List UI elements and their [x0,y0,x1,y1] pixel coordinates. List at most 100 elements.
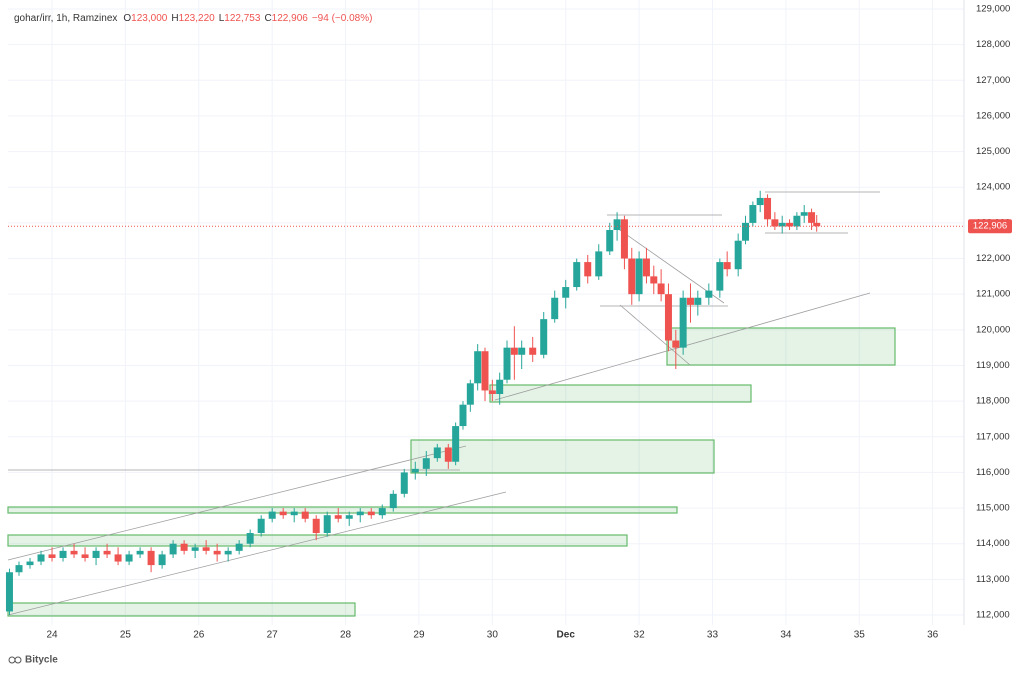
candle-body [444,447,452,462]
ohlc-label: O [123,13,131,24]
candle-body [771,219,779,227]
candle-body [345,515,353,519]
candle-body [694,297,702,305]
candle-body [540,319,548,355]
logo [8,656,16,664]
candle-body [686,297,694,305]
candle-body [466,383,474,405]
logo [14,656,22,664]
candle-body [756,197,764,206]
x-tick-label: 27 [267,630,279,641]
candle-body [742,222,750,241]
ohlc-value: 122,906 [272,13,309,24]
candle-body [103,550,111,555]
candle-body [584,262,592,277]
grid [8,0,964,625]
x-tick-label: 33 [707,630,719,641]
zone [410,439,715,474]
y-tick-label: 124,000 [976,182,1010,193]
candle-body [268,511,276,519]
candle-body [400,472,408,494]
x-tick-label: 35 [854,630,866,641]
last-price-box [968,219,1012,234]
trend-line [616,227,725,304]
candle-body [191,547,199,551]
candle-body [378,508,386,516]
x-tick-label: 24 [46,630,58,641]
zone [7,602,356,617]
candle-body [749,205,757,223]
symbol: gohar/irr, 1h, Ramzinex [14,13,117,24]
y-tick-label: 112,000 [976,610,1010,621]
y-tick-label: 113,000 [976,574,1010,585]
candle-body [92,550,100,558]
candle-body [37,554,45,562]
candle-body [679,297,687,348]
y-tick-label: 126,000 [976,110,1010,121]
trend-line [7,445,467,561]
candles [5,190,821,616]
candle-body [496,379,504,394]
candle-body [147,550,155,566]
candle-body [786,222,794,227]
watermark-text: Bitycle [25,655,58,666]
candle-body [279,511,287,516]
candle-body [235,543,243,551]
candle-body [301,511,309,519]
zone [666,327,896,366]
candle-body [312,518,320,534]
x-tick-label: 34 [780,630,792,641]
candle-body [246,533,254,544]
candle-body [257,518,265,534]
candle-body [562,287,570,298]
ohlc-label: L [219,13,225,24]
candle-body [169,543,177,555]
candle-body [635,258,643,295]
ohlc-label: H [171,13,178,24]
y-tick-label: 115,000 [976,503,1010,514]
candle-body [705,290,713,298]
candle-body [334,515,342,519]
candle-body [503,347,511,380]
zone [7,506,678,514]
y-tick-label: 125,000 [976,146,1010,157]
candle-body [114,554,122,562]
candle-body [81,554,89,558]
candle-body [433,447,441,459]
y-tick-label: 120,000 [976,324,1010,335]
trend-line [619,304,691,366]
candle-body [323,515,331,534]
trend-line [7,491,507,616]
candle-body [422,458,430,469]
candle-body [26,561,34,566]
candle-body [180,543,188,551]
candle-body [613,219,621,231]
candle-body [628,258,636,295]
candle-body [672,340,680,348]
legend-header: gohar/irr, 1h, Ramzinex O123,000 H123,220 L… [14,13,372,24]
candle-body [70,550,78,555]
candle-body [452,426,460,462]
y-tick-label: 127,000 [976,75,1010,86]
x-tick-label: 30 [487,630,499,641]
candle-body [15,565,23,573]
candle-body [5,572,13,612]
candle-body [202,547,210,551]
candle-body [664,294,672,341]
ohlc-value: 123,220 [179,13,216,24]
candle-body [125,554,133,562]
candle-body [723,262,731,270]
ohlc-value: 123,000 [131,13,168,24]
candle-body [595,251,603,277]
x-tick-label: 36 [927,630,939,641]
candle-body [158,554,166,566]
candle-body [136,550,144,555]
y-tick-label: 118,000 [976,396,1010,407]
y-tick-label: 128,000 [976,39,1010,50]
candle-body [356,511,364,516]
candle-body [290,511,298,516]
candle-body [518,347,526,355]
y-tick-label: 129,000 [976,3,1010,14]
candle-body [510,347,518,355]
